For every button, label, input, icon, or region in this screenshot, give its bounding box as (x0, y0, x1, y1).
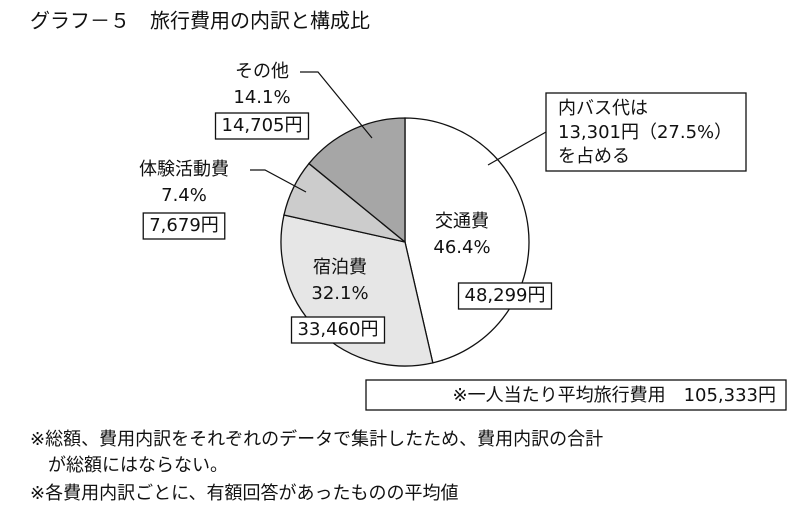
annotation-line: 内バス代は (558, 98, 648, 119)
amount-box (457, 282, 553, 310)
annotation-line: 13,301円（27.5%） (558, 122, 732, 143)
footnote: が総額にはならない。 (30, 455, 228, 476)
total-note: ※一人当たり平均旅行費用 105,333円 (452, 385, 776, 406)
amount-label: 14,705円 (222, 115, 303, 136)
leader-line (250, 169, 307, 193)
amount-label: 48,299円 (465, 285, 546, 306)
slice-label: 体験活動費 (139, 159, 229, 180)
labels: 交通費 46.4% 48,299円 宿泊費 32.1% 33,460円 体験活動費 7.4% 7… (139, 61, 553, 344)
chart-title: グラフ－５ 旅行費用の内訳と構成比 (30, 9, 370, 33)
total-box (365, 379, 787, 411)
leader-line (300, 71, 373, 139)
value-label: 14.1% (233, 87, 290, 108)
value-label: 46.4% (433, 237, 490, 258)
value-label: 7.4% (161, 185, 207, 206)
footnote: ※各費用内訳ごとに、有額回答があったものの平均値 (30, 483, 459, 504)
amount-label: 33,460円 (298, 319, 379, 340)
amount-box (290, 316, 386, 344)
pie-slice (308, 117, 406, 244)
amount-label: 7,679円 (149, 215, 219, 236)
amount-box (214, 112, 310, 140)
slice-label: 宿泊費 (313, 257, 367, 278)
slice-label: その他 (235, 61, 289, 82)
slice-label: 交通費 (435, 211, 489, 232)
amount-box (142, 212, 226, 240)
annotation-box (545, 92, 747, 172)
value-label: 32.1% (311, 283, 368, 304)
annotation-line: を占める (558, 146, 630, 167)
footnote: ※総額、費用内訳をそれぞれのデータで集計したため、費用内訳の合計 (30, 429, 603, 450)
annotation-leader (487, 131, 547, 166)
